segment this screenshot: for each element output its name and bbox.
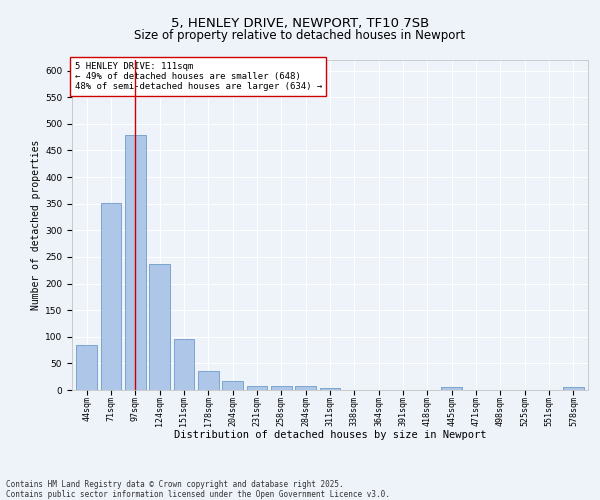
Bar (125, 134, 146, 390)
Bar (222, 382, 243, 390)
Bar (271, 386, 292, 390)
Text: 5, HENLEY DRIVE, NEWPORT, TF10 7SB: 5, HENLEY DRIVE, NEWPORT, TF10 7SB (171, 18, 429, 30)
Bar (101, 202, 121, 390)
Bar (198, 371, 218, 390)
Y-axis label: Number of detached properties: Number of detached properties (31, 140, 41, 310)
Bar (563, 388, 584, 390)
Bar (442, 388, 462, 390)
Bar (247, 386, 268, 390)
Text: 5 HENLEY DRIVE: 111sqm
← 49% of detached houses are smaller (648)
48% of semi-de: 5 HENLEY DRIVE: 111sqm ← 49% of detached… (74, 62, 322, 92)
Bar (173, 339, 194, 390)
Bar (295, 386, 316, 390)
Bar (76, 345, 97, 390)
Text: Contains HM Land Registry data © Crown copyright and database right 2025.
Contai: Contains HM Land Registry data © Crown c… (6, 480, 390, 499)
Text: Size of property relative to detached houses in Newport: Size of property relative to detached ho… (134, 29, 466, 42)
Bar (149, 264, 170, 390)
Bar (320, 388, 340, 390)
X-axis label: Distribution of detached houses by size in Newport: Distribution of detached houses by size … (174, 430, 486, 440)
